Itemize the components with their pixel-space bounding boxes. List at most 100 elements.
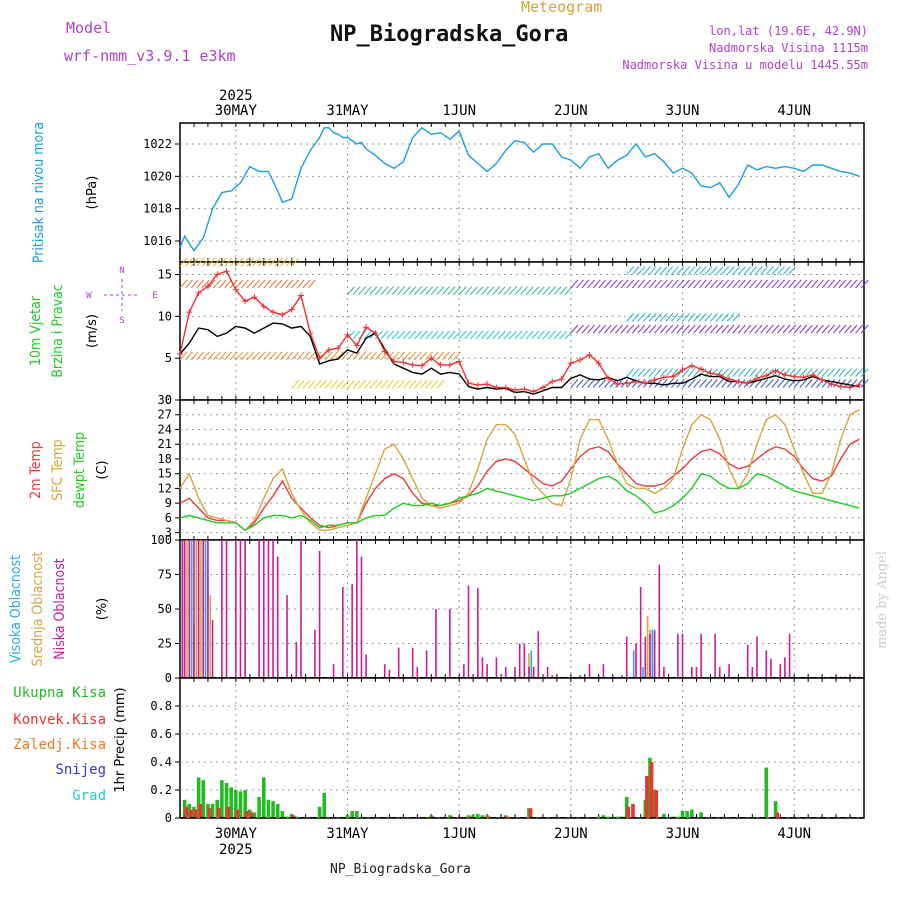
wind-barb [844, 368, 852, 377]
wind-barb [481, 286, 489, 295]
wind-barb [436, 286, 445, 295]
wind-barb [648, 313, 657, 322]
wind-barb [844, 324, 852, 334]
y-tick-label: 15 [158, 467, 172, 481]
wind-barb [319, 379, 327, 389]
wind-barb [670, 324, 679, 334]
bar-niska-oblacnost [495, 657, 498, 678]
wind-barb [648, 324, 657, 334]
wind-barb [358, 379, 367, 389]
gust-marker [260, 303, 267, 310]
wind-barb [235, 257, 244, 267]
wind-barb [827, 279, 836, 289]
wind-barb [687, 368, 696, 377]
wind-barb [581, 324, 590, 334]
wind-barb [777, 279, 785, 289]
bar-niska-oblacnost [784, 657, 786, 678]
wind-barb [754, 324, 763, 334]
wind-barb [570, 379, 579, 388]
gust-marker [623, 380, 630, 387]
wind-barb [313, 379, 322, 389]
wind-barb [548, 330, 556, 340]
y-tick-label: 24 [158, 422, 172, 436]
wind-barb [816, 324, 824, 334]
bar-niska-oblacnost [476, 588, 479, 678]
wind-barb [659, 368, 668, 377]
gust-marker [828, 381, 835, 388]
wind-barb [654, 279, 662, 289]
y-tick-label: 0.2 [150, 783, 172, 797]
bar-ukupna-kisa [475, 813, 480, 818]
wind-barb [648, 368, 657, 377]
gust-marker [456, 358, 463, 365]
wind-barb [447, 330, 456, 340]
gust-marker [614, 381, 621, 388]
wind-barb [475, 330, 484, 340]
wind-barb [285, 279, 294, 289]
y-tick-label: 10 [158, 309, 172, 323]
wind-barb [788, 324, 796, 334]
wind-barb [682, 279, 690, 289]
gust-marker [391, 358, 398, 365]
gust-marker [493, 384, 500, 391]
wind-barb [542, 330, 551, 340]
panel-precipitation: 0 0.2 0.4 0.6 0.8 Ukupna Kisa Konvek.Kisa Zaled… [13, 677, 865, 825]
wind-barb [749, 324, 757, 334]
wind-barb [241, 279, 249, 289]
bar-niska-oblacnost [295, 642, 298, 678]
bar-srednja-oblacnost [528, 653, 530, 678]
y-tick-label: 1016 [143, 234, 172, 248]
gust-marker [223, 268, 230, 275]
wind-barb [693, 313, 702, 322]
wind-barb [771, 279, 780, 289]
bar-niska-oblacnost [658, 564, 661, 678]
gust-marker [335, 345, 342, 352]
wind-barb [760, 279, 769, 289]
bar-visoka-oblacnost [651, 629, 654, 678]
wind-barb [492, 286, 501, 295]
gust-marker [316, 355, 323, 362]
wind-barb [721, 313, 729, 322]
wind-barb [375, 286, 383, 295]
wind-barb [352, 330, 361, 340]
wind-barb [693, 368, 702, 377]
bar-ukupna-kisa [220, 780, 224, 818]
wind-barb [263, 351, 272, 361]
wind-barb [386, 351, 394, 361]
bar-niska-oblacnost [611, 675, 614, 678]
wind-title-line: 10m Vjetar [28, 295, 44, 366]
day-label-bottom: 30MAY [215, 826, 258, 842]
wind-barb [726, 279, 735, 289]
wind-barb [654, 266, 662, 275]
wind-barb [782, 266, 791, 275]
wind-barb [832, 368, 841, 377]
wind-barb [676, 313, 685, 322]
wind-barb [726, 313, 735, 322]
wind-barb [570, 279, 579, 289]
gust-marker [735, 378, 742, 385]
gust-marker [400, 359, 407, 366]
wind-barb [179, 279, 188, 289]
bar-konvek-kisa [626, 806, 631, 818]
y-tick-label: 3 [165, 526, 172, 540]
gust-marker [856, 381, 863, 388]
wind-barb [777, 379, 785, 388]
wind-barb [754, 379, 763, 388]
gust-marker [521, 386, 528, 393]
wind-barb [408, 379, 417, 389]
day-label-top: 2JUN [554, 103, 588, 119]
bar-niska-oblacnost [602, 664, 605, 678]
precip-legend-entry: Snijeg [55, 762, 106, 778]
wind-barb [397, 351, 406, 361]
bar-ukupna-kisa [201, 780, 206, 818]
y-tick-label: 18 [158, 452, 172, 466]
bar-srednja-oblacnost [209, 595, 212, 678]
wind-barb [710, 368, 718, 377]
wind-barb [380, 286, 389, 295]
wind-barb [291, 379, 300, 389]
wind-barb [497, 330, 506, 340]
wind-barb [402, 286, 411, 295]
wind-barb [659, 379, 668, 388]
wind-barb [475, 286, 484, 295]
elevation-label: Nadmorska Visina 1115m [709, 41, 868, 55]
